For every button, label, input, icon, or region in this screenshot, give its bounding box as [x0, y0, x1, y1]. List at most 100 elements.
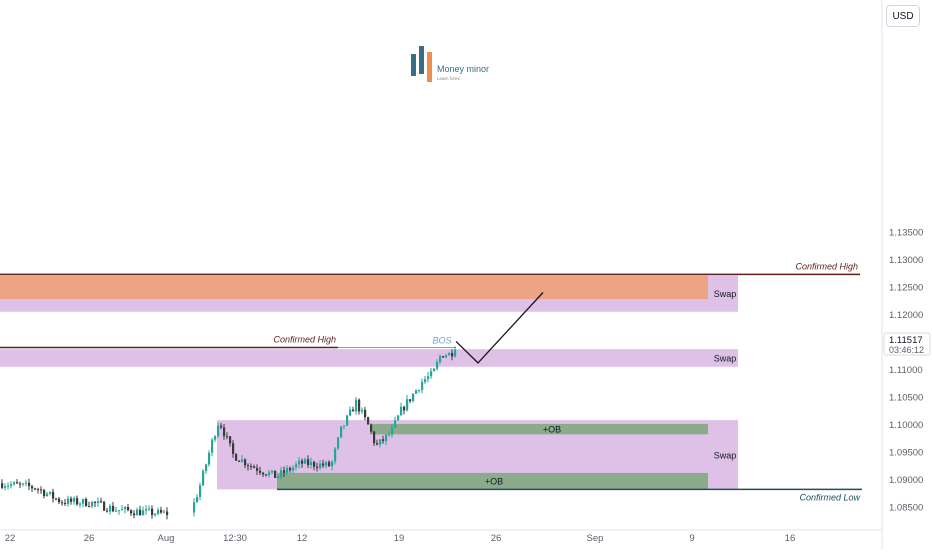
candle-body [241, 459, 244, 462]
candle-body [31, 486, 34, 489]
candle-body [202, 470, 205, 486]
candle-body [283, 470, 286, 473]
projection-path[interactable] [455, 292, 544, 364]
y-tick-label: 1.10500 [889, 393, 923, 404]
candle-body [274, 470, 277, 478]
candle-body [136, 509, 139, 516]
candle-body [421, 382, 424, 391]
zone-order-block[interactable] [372, 423, 708, 435]
currency-selector[interactable]: USD [886, 5, 920, 27]
candle-body [349, 409, 352, 416]
level-label: Confirmed High [795, 261, 858, 271]
candle-body [355, 399, 358, 412]
candle-body [346, 415, 349, 426]
candle-body [115, 510, 118, 512]
candle-body [361, 409, 364, 412]
candle-body [46, 493, 49, 497]
bar-countdown: 03:46:12 [889, 345, 924, 355]
candle-body [142, 510, 145, 516]
y-tick-label: 1.10000 [889, 420, 923, 431]
x-tick-label: 19 [394, 533, 405, 544]
zone-label: Swap [714, 450, 737, 460]
candle-body [13, 482, 16, 485]
candle-body [337, 437, 340, 449]
candle-body [400, 406, 403, 416]
candle-body [256, 467, 259, 471]
x-tick-label: 16 [785, 533, 796, 544]
candle-body [109, 505, 112, 512]
candles-layer [1, 346, 457, 520]
candle-body [79, 503, 82, 505]
candle-body [64, 503, 67, 505]
candle-body [376, 443, 379, 445]
candle-body [427, 376, 430, 380]
candle-body [160, 509, 163, 513]
candle-body [10, 484, 13, 486]
candle-body [121, 509, 124, 511]
candle-body [364, 409, 367, 418]
candle-body [298, 460, 301, 465]
levels-layer: Confirmed High Confirmed High Confirmed Lo… [0, 261, 862, 502]
logo-text: Money minor [437, 64, 489, 74]
candle-body [286, 468, 289, 473]
candle-body [208, 452, 211, 465]
candle-body [451, 352, 454, 357]
candle-body [7, 485, 10, 487]
candle-body [133, 513, 136, 516]
x-tick-label: Sep [587, 533, 604, 544]
candle-body [112, 505, 115, 512]
zone-swap[interactable] [0, 349, 738, 367]
y-tick-label: 1.12500 [889, 283, 923, 294]
candle-body [388, 434, 391, 436]
candle-body [370, 424, 373, 432]
candle-body [412, 393, 415, 402]
x-tick-label: 26 [491, 533, 502, 544]
zone-order-block[interactable] [277, 472, 708, 490]
candle-body [223, 427, 226, 437]
candle-body [307, 459, 310, 466]
y-tick-label: 1.09000 [889, 475, 923, 486]
zone-label: +OB [543, 425, 561, 435]
candle-body [313, 461, 316, 467]
candle-body [127, 506, 130, 511]
candle-body [118, 510, 121, 512]
projection-layer [455, 292, 544, 364]
candle-body [58, 498, 61, 503]
candle-body [85, 498, 88, 507]
candle-body [301, 460, 304, 464]
logo-bar-1 [411, 54, 416, 76]
zone-supply[interactable] [0, 275, 708, 300]
candle-body [253, 466, 256, 468]
candle-body [55, 498, 58, 500]
candle-body [277, 476, 280, 478]
candle-body [25, 482, 28, 484]
y-tick-label: 1.11000 [889, 365, 923, 376]
candle-body [295, 464, 298, 468]
x-tick-label: Aug [158, 533, 175, 544]
candle-body [304, 459, 307, 464]
candle-body [316, 466, 319, 468]
candle-body [67, 498, 70, 504]
candle-body [205, 464, 208, 471]
candle-body [49, 491, 52, 494]
x-tick-label: 9 [689, 533, 694, 544]
candle-body [367, 417, 370, 425]
candle-body [394, 420, 397, 428]
candle-body [289, 468, 292, 471]
candle-body [454, 349, 457, 357]
candle-body [91, 501, 94, 507]
candle-body [358, 399, 361, 412]
candle-body [70, 498, 73, 502]
x-tick-label: 12 [297, 533, 308, 544]
candle-body [310, 461, 313, 466]
last-price-marker[interactable] [883, 332, 931, 356]
candle-body [442, 356, 445, 358]
candle-body [430, 371, 433, 377]
candle-body [268, 472, 271, 476]
candle-body [16, 482, 19, 484]
candle-body [406, 399, 409, 411]
candle-body [28, 482, 31, 487]
candle-body [166, 511, 169, 516]
